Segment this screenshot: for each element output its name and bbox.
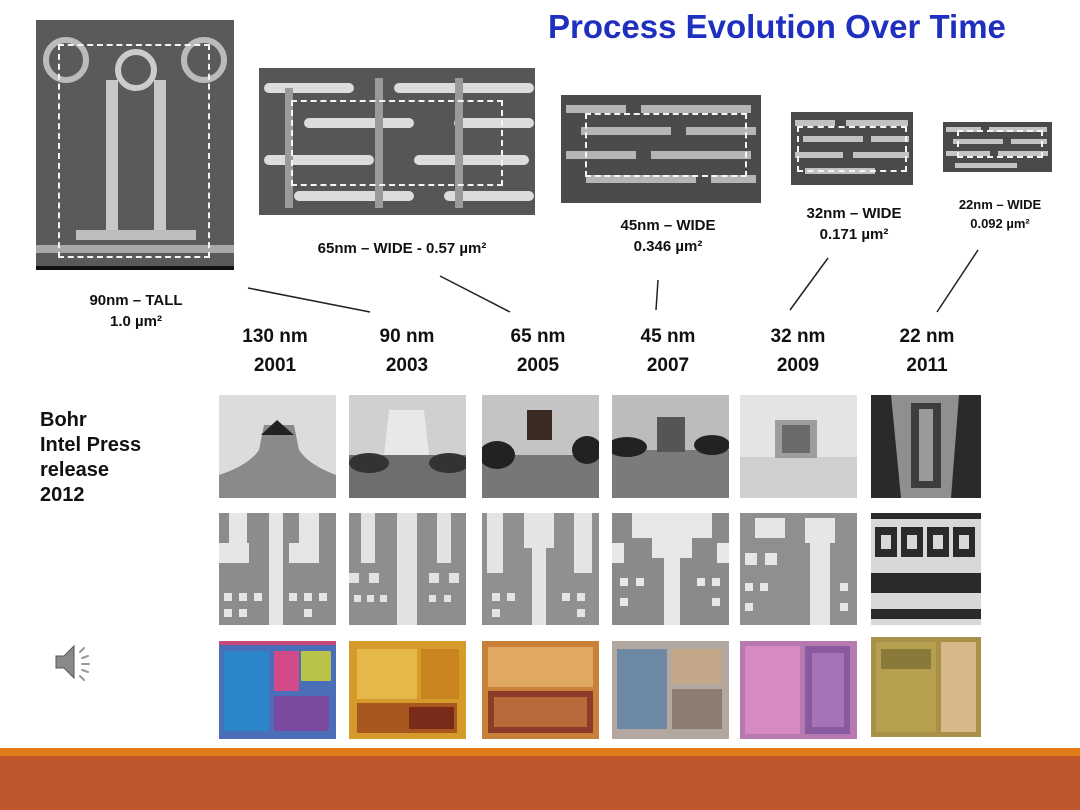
interconnect-image-65nm [482, 513, 599, 625]
die-photo-130nm [219, 641, 336, 739]
caption-45nm-line2: 0.346 µm² [633, 238, 703, 255]
die-photo-65nm [482, 641, 599, 739]
node-22nm: 22 nm 2011 [882, 322, 972, 380]
caption-45nm-line1: 45nm – WIDE [620, 217, 716, 234]
slide-title: Process Evolution Over Time [548, 8, 1006, 45]
node-65nm-name: 65 nm [510, 326, 566, 347]
connector-lines [247, 249, 979, 313]
transistor-image-65nm [482, 395, 599, 498]
source-note: Bohr Intel Press release 2012 [40, 409, 142, 506]
footer-accent-bar [0, 748, 1080, 756]
transistor-image-130nm [219, 395, 336, 498]
sem-image-45nm [561, 95, 761, 203]
node-32nm-name: 32 nm [770, 326, 826, 347]
caption-45nm: 45nm – WIDE 0.346 µm² [598, 215, 738, 257]
die-photo-45nm [612, 641, 729, 739]
caption-22nm: 22nm – WIDE 0.092 µm² [935, 195, 1065, 233]
caption-90nm-line1: 90nm – TALL [89, 292, 183, 309]
node-130nm: 130 nm 2001 [230, 322, 320, 380]
die-photo-32nm [740, 641, 857, 739]
node-22nm-year: 2011 [906, 355, 948, 376]
speaker-icon[interactable] [52, 640, 100, 684]
caption-32nm: 32nm – WIDE 0.171 µm² [784, 203, 924, 245]
caption-22nm-line1: 22nm – WIDE [958, 197, 1042, 212]
interconnect-image-90nm [349, 513, 466, 625]
die-photo-90nm [349, 641, 466, 739]
caption-65nm: 65nm – WIDE - 0.57 µm² [292, 238, 512, 259]
footer-bar [0, 756, 1080, 810]
node-130nm-name: 130 nm [242, 326, 308, 347]
caption-90nm: 90nm – TALL 1.0 µm² [66, 290, 206, 332]
interconnect-image-32nm [740, 513, 857, 625]
interconnect-image-45nm [612, 513, 729, 625]
node-65nm-year: 2005 [516, 355, 560, 376]
node-90nm-name: 90 nm [379, 326, 435, 347]
caption-32nm-line1: 32nm – WIDE [806, 205, 902, 222]
sem-image-90nm [36, 20, 234, 270]
sem-image-65nm [259, 68, 535, 215]
transistor-image-90nm [349, 395, 466, 498]
node-130nm-year: 2001 [253, 355, 297, 376]
transistor-image-45nm [612, 395, 729, 498]
node-32nm: 32 nm 2009 [753, 322, 843, 380]
interconnect-image-22nm [871, 513, 981, 625]
node-32nm-year: 2009 [776, 355, 820, 376]
node-22nm-name: 22 nm [899, 326, 955, 347]
caption-32nm-line2: 0.171 µm² [819, 226, 889, 243]
node-45nm-name: 45 nm [640, 326, 696, 347]
transistor-image-22nm [871, 395, 981, 498]
node-90nm-year: 2003 [385, 355, 429, 376]
caption-65nm-line1: 65nm – WIDE - 0.57 µm² [317, 240, 487, 257]
node-90nm: 90 nm 2003 [362, 322, 452, 380]
interconnect-image-130nm [219, 513, 336, 625]
die-photo-22nm [871, 637, 981, 737]
transistor-image-32nm [740, 395, 857, 498]
sem-image-22nm [943, 122, 1052, 172]
node-65nm: 65 nm 2005 [493, 322, 583, 380]
caption-22nm-line2: 0.092 µm² [970, 216, 1030, 231]
sem-image-32nm [791, 112, 913, 185]
caption-90nm-line2: 1.0 µm² [110, 313, 162, 330]
node-45nm: 45 nm 2007 [623, 322, 713, 380]
node-45nm-year: 2007 [646, 355, 690, 376]
